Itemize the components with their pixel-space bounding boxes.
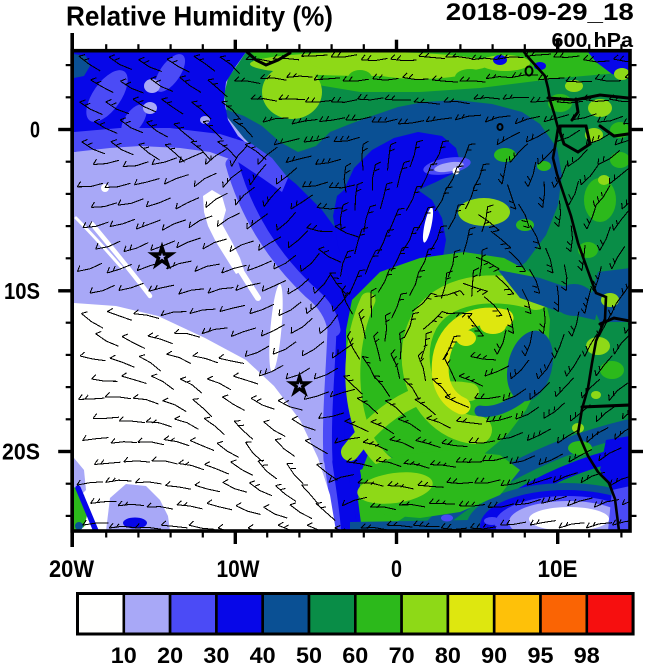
svg-text:40: 40 — [250, 643, 276, 667]
svg-text:10W: 10W — [217, 556, 260, 583]
svg-text:90: 90 — [481, 643, 507, 667]
svg-text:20S: 20S — [2, 439, 40, 465]
svg-text:600 hPa: 600 hPa — [552, 29, 634, 52]
svg-text:10E: 10E — [538, 556, 578, 583]
svg-text:70: 70 — [389, 643, 415, 667]
svg-text:10S: 10S — [4, 278, 40, 304]
svg-text:2018-09-29_18: 2018-09-29_18 — [446, 0, 634, 26]
svg-text:20W: 20W — [49, 556, 94, 583]
svg-text:Relative Humidity (%): Relative Humidity (%) — [66, 1, 333, 32]
svg-text:30: 30 — [203, 643, 229, 667]
svg-text:98: 98 — [574, 643, 600, 667]
svg-text:0: 0 — [30, 117, 40, 143]
svg-text:60: 60 — [342, 643, 368, 667]
svg-text:80: 80 — [435, 643, 461, 667]
svg-text:10: 10 — [111, 643, 137, 667]
svg-text:20: 20 — [157, 643, 183, 667]
svg-text:95: 95 — [528, 643, 554, 667]
svg-text:0: 0 — [391, 556, 402, 583]
svg-text:50: 50 — [296, 643, 322, 667]
